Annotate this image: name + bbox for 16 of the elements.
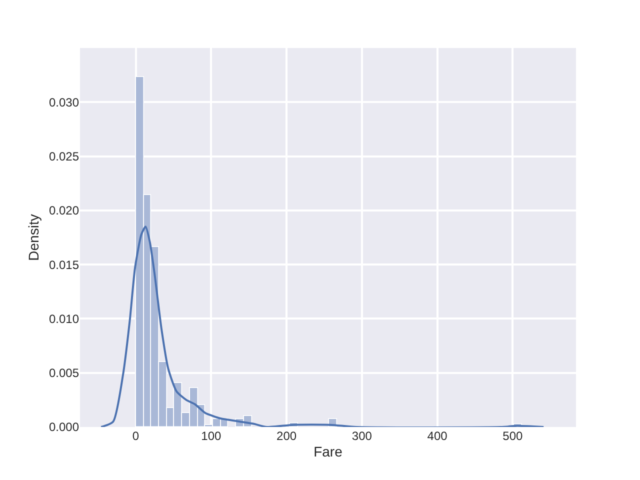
line-series (100, 226, 545, 427)
x-tick-label: 100 (201, 429, 222, 443)
y-tick-label: 0.025 (48, 149, 80, 164)
x-tick-label: 500 (502, 429, 524, 443)
y-tick-label: 0.005 (48, 366, 80, 380)
y-axis-title: Density (26, 214, 42, 261)
y-tick-label: 0.010 (48, 312, 80, 326)
x-tick-label: 400 (427, 429, 448, 443)
y-tick-label: 0.015 (48, 258, 80, 272)
y-tick-label: 0.000 (48, 420, 80, 434)
x-tick-label: 300 (352, 429, 372, 443)
y-tick-label: 0.020 (48, 204, 80, 218)
x-tick-label: 200 (276, 429, 297, 443)
y-tick-label: 0.030 (48, 95, 80, 110)
x-tick-label: 0 (132, 429, 140, 443)
x-axis-title: Fare (314, 443, 343, 460)
